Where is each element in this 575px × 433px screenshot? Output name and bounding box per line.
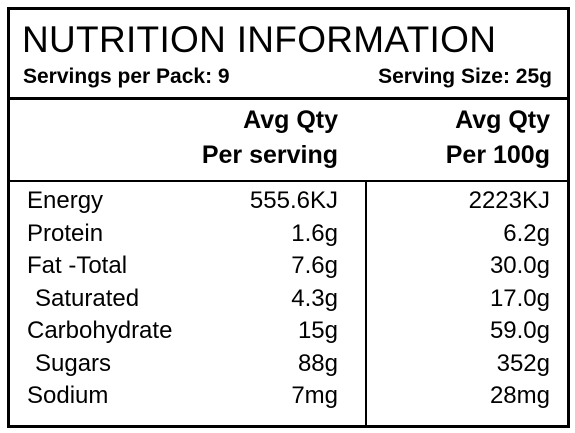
per-serving-value: 15g	[297, 317, 338, 344]
table-row: Fat -Total 7.6g 30.0g	[10, 250, 567, 283]
table-row: Sodium 7mg 28mg	[10, 380, 567, 413]
nutrition-panel: NUTRITION INFORMATION Servings per Pack:…	[7, 7, 570, 428]
nutrient-label: Fat -Total	[27, 252, 128, 279]
per-serving-value: 88g	[297, 349, 338, 377]
per-serving-value: 7.6g	[291, 252, 338, 279]
column-header-per-100g-line1: Avg Qty	[455, 106, 550, 134]
column-header-per-serving-line1: Avg Qty	[243, 106, 338, 134]
per-serving-value: 4.3g	[291, 284, 338, 312]
nutrient-label: Sugars	[35, 349, 112, 377]
column-divider	[365, 180, 367, 425]
column-header-per-100g: Avg Qty Per 100g	[446, 103, 550, 173]
column-header-per-100g-line2: Per 100g	[445, 141, 550, 169]
per-serving-value: 7mg	[291, 382, 338, 409]
per-100g-value: 59.0g	[489, 317, 550, 344]
serving-size: Serving Size: 25g	[378, 65, 552, 88]
header-divider	[10, 97, 567, 100]
nutrient-label: Saturated	[35, 284, 140, 312]
table-row: Carbohydrate 15g 59.0g	[10, 315, 567, 348]
table-row: Sugars 88g 352g	[10, 348, 567, 381]
per-100g-value: 30.0g	[489, 252, 550, 279]
nutrient-label: Protein	[27, 219, 104, 247]
panel-title: NUTRITION INFORMATION	[22, 19, 497, 60]
table-row: Protein 1.6g 6.2g	[10, 218, 567, 251]
nutrient-table: Energy 555.6KJ 2223KJ Protein 1.6g 6.2g …	[10, 185, 567, 413]
per-serving-value: 1.6g	[291, 219, 338, 247]
per-100g-value: 17.0g	[489, 284, 550, 312]
column-header-per-serving-line2: Per serving	[201, 141, 338, 169]
nutrient-label: Energy	[27, 187, 104, 214]
per-100g-value: 2223KJ	[468, 187, 550, 214]
column-header-per-serving: Avg Qty Per serving	[202, 103, 338, 173]
nutrient-label: Sodium	[27, 382, 109, 409]
per-100g-value: 28mg	[489, 382, 550, 409]
per-100g-value: 352g	[496, 349, 550, 377]
table-divider	[10, 180, 567, 182]
servings-per-pack: Servings per Pack: 9	[23, 65, 230, 88]
table-row: Energy 555.6KJ 2223KJ	[10, 185, 567, 218]
per-100g-value: 6.2g	[503, 219, 550, 247]
nutrient-label: Carbohydrate	[27, 317, 173, 344]
table-row: Saturated 4.3g 17.0g	[10, 283, 567, 316]
per-serving-value: 555.6KJ	[249, 187, 338, 214]
